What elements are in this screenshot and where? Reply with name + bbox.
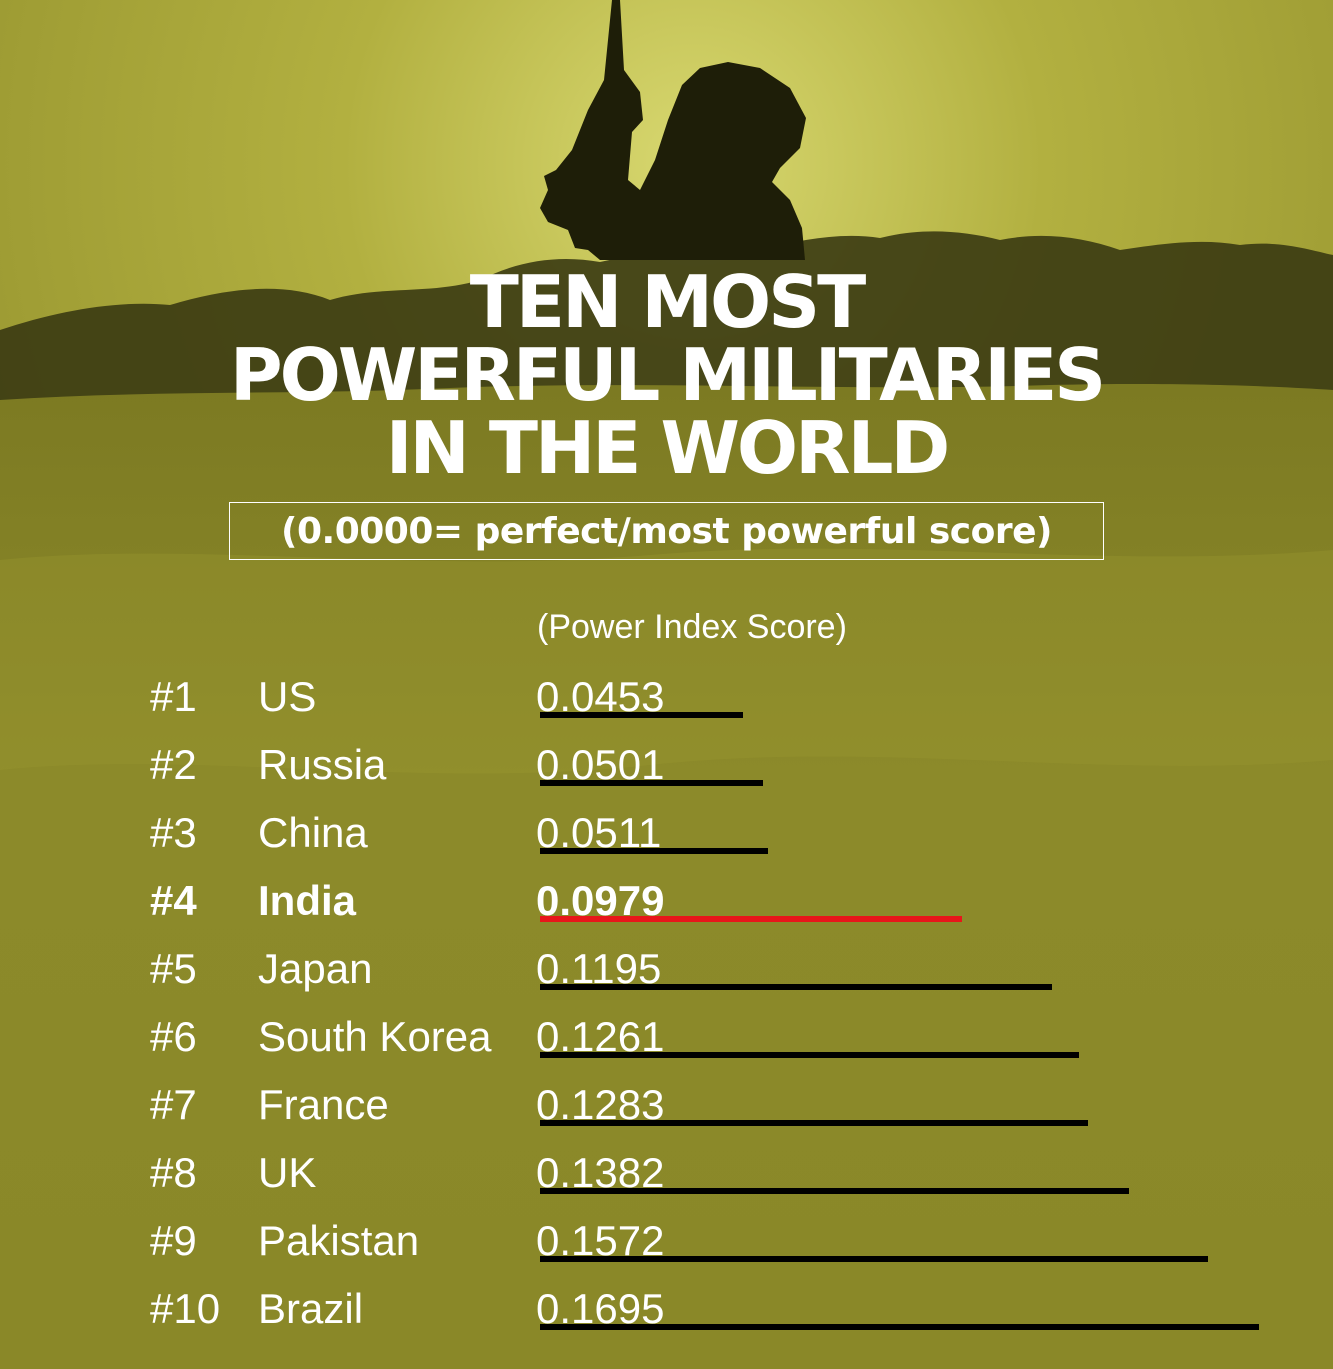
score-label: 0.1261 [536,1013,665,1060]
score-bar [540,780,763,786]
country-label: China [258,809,368,856]
score-label: 0.1195 [536,945,662,992]
country-label: US [258,673,317,720]
country-label: UK [258,1149,317,1196]
column-header: (Power Index Score) [537,608,847,646]
score-bar [540,848,768,854]
rank-label: #6 [150,1013,197,1060]
soldier-silhouette [540,0,806,260]
subtitle-box: (0.0000= perfect/most powerful score) [229,502,1104,560]
foreground-haze [0,548,1333,774]
rank-label: #4 [150,877,197,924]
rank-label: #1 [150,673,197,720]
score-bar [540,916,962,922]
score-label: 0.1382 [536,1149,665,1196]
rank-label: #10 [150,1285,221,1332]
country-label: France [258,1081,389,1128]
score-bar [540,984,1052,990]
score-label: 0.1695 [536,1285,665,1332]
country-label: India [258,877,357,924]
score-label: 0.0453 [536,673,665,720]
score-bar [540,1120,1088,1126]
score-bar [540,1256,1208,1262]
score-bar [540,1052,1079,1058]
score-label: 0.0501 [536,741,665,788]
country-label: Brazil [258,1285,364,1332]
rank-label: #5 [150,945,197,992]
score-label: 0.0511 [536,809,662,856]
title-line-2: POWERFUL MILITARIES [229,333,1106,417]
rank-label: #7 [150,1081,197,1128]
title-line-3: IN THE WORLD [385,406,950,490]
rank-label: #3 [150,809,197,856]
country-label: Japan [258,945,373,992]
title-line-1: TEN MOST [469,260,866,344]
country-label: South Korea [258,1013,492,1060]
country-label: Russia [258,741,387,788]
country-label: Pakistan [258,1217,420,1264]
rank-label: #9 [150,1217,197,1264]
score-bar [540,712,743,718]
score-label: 0.1572 [536,1217,665,1264]
score-bar [540,1324,1259,1330]
score-bar [540,1188,1129,1194]
score-label: 0.1283 [536,1081,665,1128]
rank-label: #2 [150,741,197,788]
rank-label: #8 [150,1149,197,1196]
score-label: 0.0979 [536,877,665,924]
